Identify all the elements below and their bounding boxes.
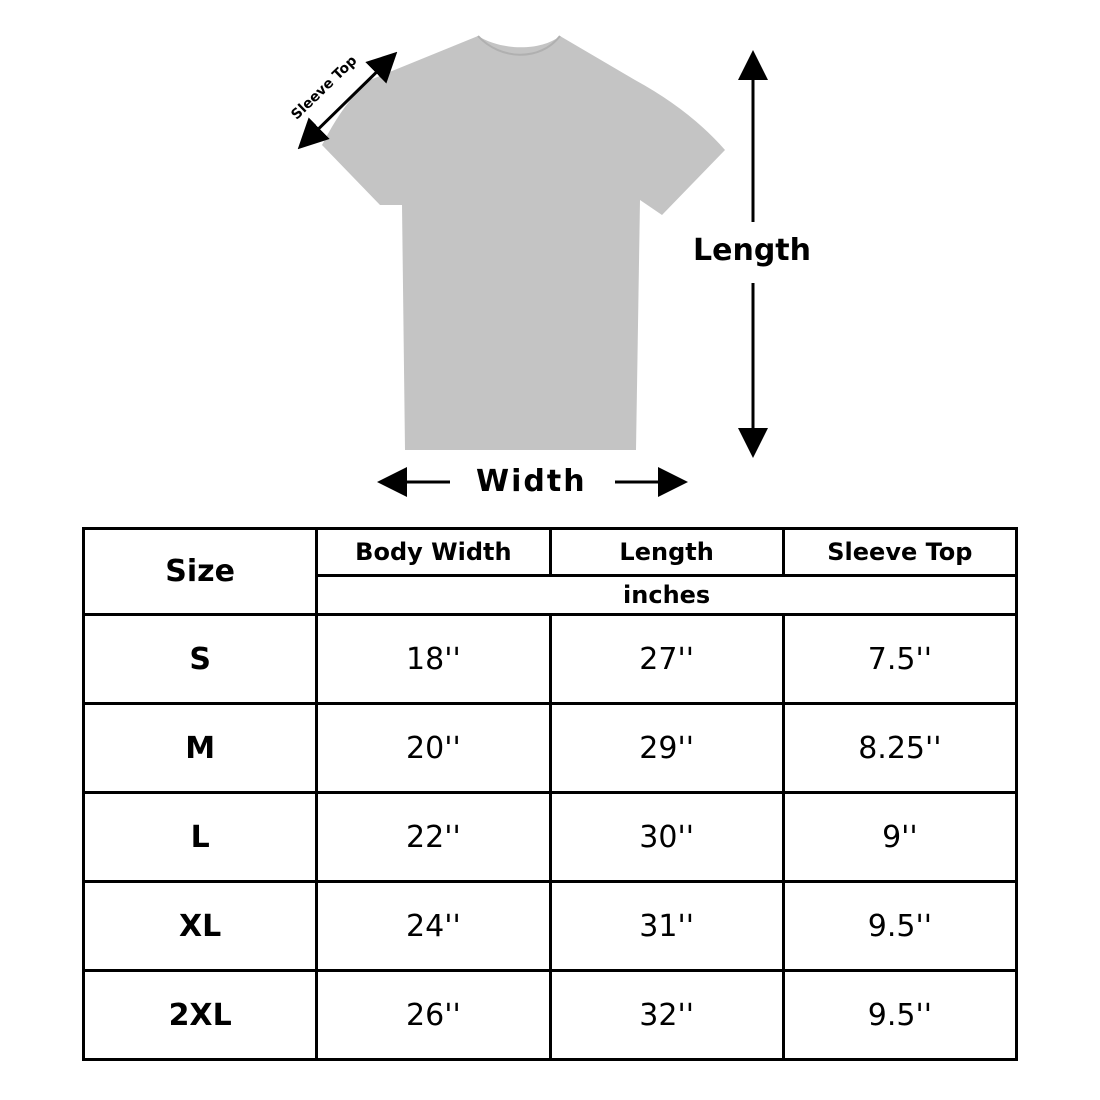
tshirt-image [322,36,725,450]
size-cell: L [81,791,319,883]
sleeve-top-cell: 9.5'' [781,969,1019,1061]
unit-label: inches [315,574,1018,616]
sleeve-top-cell: 9.5'' [781,880,1019,972]
length-cell: 30'' [548,791,785,883]
width-label: Width [476,464,587,499]
table-row: 2XL 26'' 32'' 9.5'' [81,969,1019,1061]
length-cell: 31'' [548,880,785,972]
table-row: M 20'' 29'' 8.25'' [81,702,1019,794]
length-cell: 27'' [548,613,785,705]
size-chart-table: Size Body Width Length Sleeve Top inches… [81,527,1019,1061]
length-cell: 32'' [548,969,785,1061]
body-width-cell: 26'' [315,969,552,1061]
length-label: Length [693,233,811,268]
body-width-cell: 22'' [315,791,552,883]
column-header: Body Width [315,527,552,577]
size-header: Size [81,527,319,616]
table-row: S 18'' 27'' 7.5'' [81,613,1019,705]
size-cell: S [81,613,319,705]
table-row: XL 24'' 31'' 9.5'' [81,880,1019,972]
size-cell: M [81,702,319,794]
column-header: Sleeve Top [781,527,1019,577]
size-cell: XL [81,880,319,972]
sleeve-top-cell: 9'' [781,791,1019,883]
sleeve-top-cell: 8.25'' [781,702,1019,794]
body-width-cell: 24'' [315,880,552,972]
sleeve-arrow [297,51,398,150]
size-cell: 2XL [81,969,319,1061]
length-cell: 29'' [548,702,785,794]
body-width-cell: 20'' [315,702,552,794]
column-header: Length [548,527,785,577]
tshirt-diagram [297,35,768,497]
body-width-cell: 18'' [315,613,552,705]
table-row: L 22'' 30'' 9'' [81,791,1019,883]
sleeve-top-cell: 7.5'' [781,613,1019,705]
